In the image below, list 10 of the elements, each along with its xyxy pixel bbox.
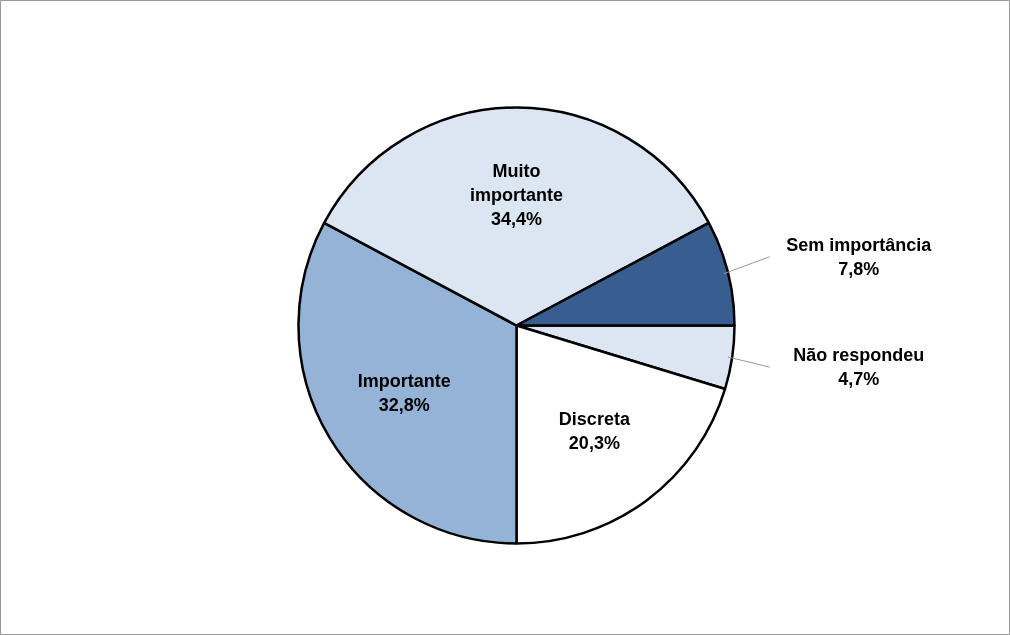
- data-label: 32,8%: [378, 394, 430, 415]
- data-label: 7,8%: [838, 258, 880, 279]
- data-label: 20,3%: [568, 432, 620, 453]
- slice-label: Sem importância: [786, 234, 933, 255]
- data-label: 34,4%: [490, 208, 543, 229]
- slice-label: Discreta: [558, 408, 631, 429]
- slice-label: Importante: [357, 370, 451, 391]
- slice-label: Não respondeu: [793, 345, 925, 366]
- data-label: 4,7%: [838, 369, 880, 390]
- slice-label: Muito importante: [470, 160, 564, 205]
